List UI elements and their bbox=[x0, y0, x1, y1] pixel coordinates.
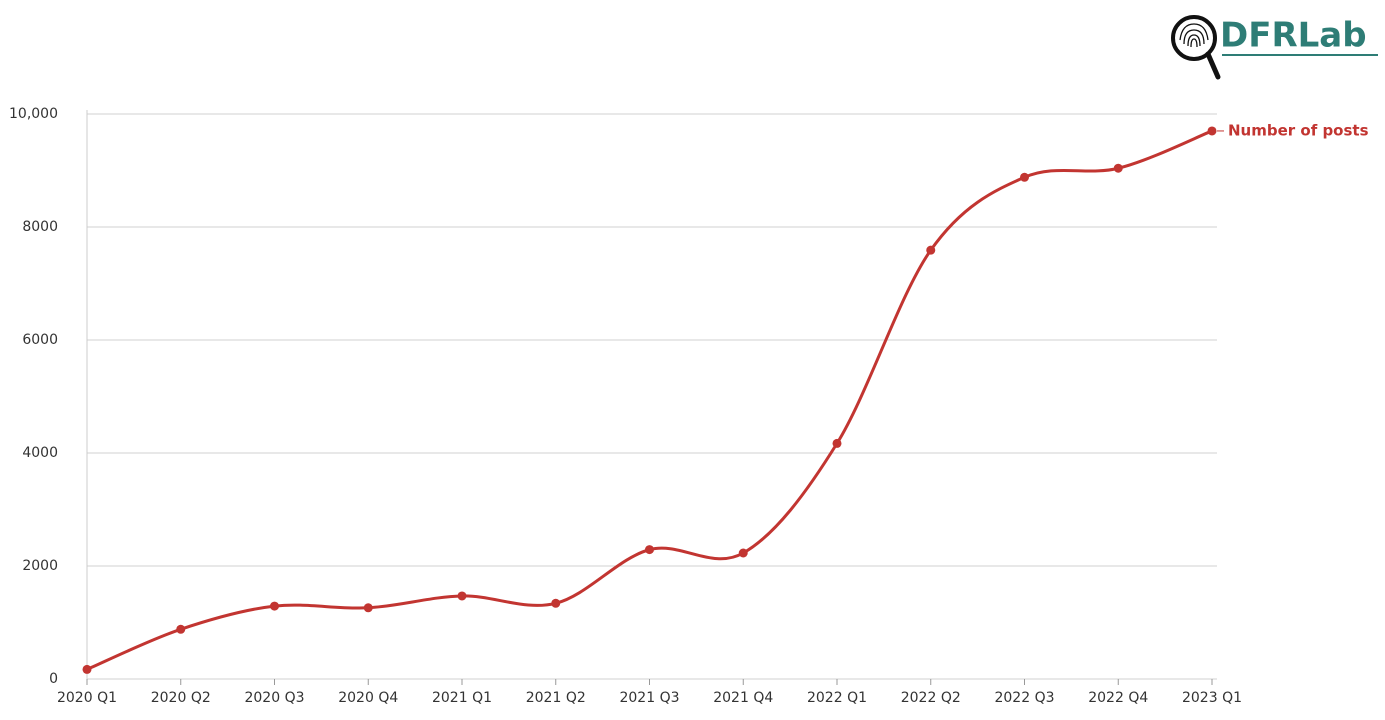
point bbox=[1113, 163, 1123, 173]
x-tick-label: 2022 Q3 bbox=[994, 690, 1054, 706]
x-tick-label: 2020 Q1 bbox=[57, 690, 117, 706]
y-tick-label: 2000 bbox=[22, 558, 58, 574]
logo-fingerprint bbox=[1179, 23, 1209, 48]
point bbox=[1207, 126, 1217, 136]
point bbox=[457, 591, 467, 601]
line bbox=[86, 129, 1213, 671]
point bbox=[738, 548, 748, 558]
x-tick-label: 2020 Q4 bbox=[338, 690, 398, 706]
point bbox=[176, 624, 186, 634]
x-tick-label: 2021 Q2 bbox=[526, 690, 586, 706]
x-tick-label: 2021 Q3 bbox=[619, 690, 679, 706]
logo-icon bbox=[1171, 15, 1217, 61]
point bbox=[363, 603, 373, 613]
y-tick-label: 6000 bbox=[22, 332, 58, 348]
point bbox=[82, 664, 92, 674]
point bbox=[926, 245, 936, 255]
x-tick-label: 2022 Q4 bbox=[1088, 690, 1148, 706]
point bbox=[551, 598, 561, 608]
y-tick-label: 4000 bbox=[22, 445, 58, 461]
x-tick-label: 2020 Q3 bbox=[244, 690, 304, 706]
x-tick-label: 2021 Q1 bbox=[432, 690, 492, 706]
x-tick-label: 2021 Q4 bbox=[713, 690, 773, 706]
y-tick-label: 10,000 bbox=[9, 106, 58, 122]
x-tick-label: 2022 Q2 bbox=[901, 690, 961, 706]
y-tick-label: 0 bbox=[49, 671, 58, 687]
point bbox=[832, 438, 842, 448]
x-tick-label: 2022 Q1 bbox=[807, 690, 867, 706]
y-tick-label: 8000 bbox=[22, 219, 58, 235]
point bbox=[1020, 172, 1029, 182]
point bbox=[270, 601, 279, 611]
logo-text: DFRLab bbox=[1220, 16, 1367, 56]
logo-icon-handle bbox=[1205, 51, 1221, 80]
x-tick-label: 2020 Q2 bbox=[151, 690, 211, 706]
series-label: Number of posts bbox=[1228, 121, 1369, 139]
x-tick-label: 2023 Q1 bbox=[1182, 690, 1242, 706]
point bbox=[645, 545, 654, 555]
logo: DFRLab bbox=[1171, 15, 1378, 80]
